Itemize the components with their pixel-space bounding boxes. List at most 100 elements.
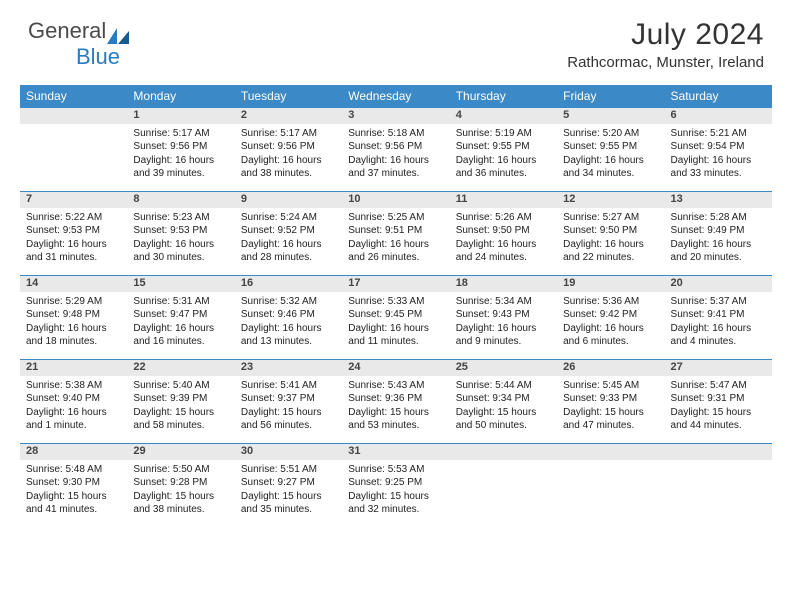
day-details: Sunrise: 5:26 AMSunset: 9:50 PMDaylight:… [456,211,551,265]
brand-name-part2: Blue [76,44,120,69]
day-cell: Sunrise: 5:51 AMSunset: 9:27 PMDaylight:… [235,460,342,528]
day-header: Monday [127,85,234,108]
day-number [20,108,127,124]
week-content-row: Sunrise: 5:17 AMSunset: 9:56 PMDaylight:… [20,124,772,192]
day-cell: Sunrise: 5:34 AMSunset: 9:43 PMDaylight:… [450,292,557,360]
day-number: 28 [20,444,127,460]
title-block: July 2024 Rathcormac, Munster, Ireland [567,18,764,71]
day-number: 20 [665,276,772,292]
week-daynum-row: 14151617181920 [20,276,772,292]
month-title: July 2024 [567,18,764,52]
day-details: Sunrise: 5:27 AMSunset: 9:50 PMDaylight:… [563,211,658,265]
day-number: 12 [557,192,664,208]
day-cell: Sunrise: 5:18 AMSunset: 9:56 PMDaylight:… [342,124,449,192]
day-headers-row: SundayMondayTuesdayWednesdayThursdayFrid… [20,85,772,108]
day-cell: Sunrise: 5:26 AMSunset: 9:50 PMDaylight:… [450,208,557,276]
week-daynum-row: 21222324252627 [20,360,772,376]
brand-name-part1: General [28,18,106,44]
day-cell: Sunrise: 5:31 AMSunset: 9:47 PMDaylight:… [127,292,234,360]
day-details: Sunrise: 5:43 AMSunset: 9:36 PMDaylight:… [348,379,443,433]
day-cell: Sunrise: 5:37 AMSunset: 9:41 PMDaylight:… [665,292,772,360]
day-details: Sunrise: 5:31 AMSunset: 9:47 PMDaylight:… [133,295,228,349]
day-details: Sunrise: 5:25 AMSunset: 9:51 PMDaylight:… [348,211,443,265]
day-number: 8 [127,192,234,208]
day-details: Sunrise: 5:19 AMSunset: 9:55 PMDaylight:… [456,127,551,181]
day-cell: Sunrise: 5:27 AMSunset: 9:50 PMDaylight:… [557,208,664,276]
day-details: Sunrise: 5:21 AMSunset: 9:54 PMDaylight:… [671,127,766,181]
week-daynum-row: 123456 [20,108,772,124]
day-number: 17 [342,276,449,292]
day-cell: Sunrise: 5:21 AMSunset: 9:54 PMDaylight:… [665,124,772,192]
day-cell: Sunrise: 5:25 AMSunset: 9:51 PMDaylight:… [342,208,449,276]
day-details: Sunrise: 5:17 AMSunset: 9:56 PMDaylight:… [241,127,336,181]
day-number: 6 [665,108,772,124]
day-details: Sunrise: 5:40 AMSunset: 9:39 PMDaylight:… [133,379,228,433]
day-details: Sunrise: 5:33 AMSunset: 9:45 PMDaylight:… [348,295,443,349]
week-content-row: Sunrise: 5:48 AMSunset: 9:30 PMDaylight:… [20,460,772,528]
day-cell: Sunrise: 5:20 AMSunset: 9:55 PMDaylight:… [557,124,664,192]
day-details: Sunrise: 5:29 AMSunset: 9:48 PMDaylight:… [26,295,121,349]
day-cell [665,460,772,528]
day-number: 7 [20,192,127,208]
day-cell: Sunrise: 5:38 AMSunset: 9:40 PMDaylight:… [20,376,127,444]
day-details: Sunrise: 5:22 AMSunset: 9:53 PMDaylight:… [26,211,121,265]
day-number: 31 [342,444,449,460]
day-number: 4 [450,108,557,124]
day-cell [20,124,127,192]
day-cell: Sunrise: 5:32 AMSunset: 9:46 PMDaylight:… [235,292,342,360]
week-content-row: Sunrise: 5:22 AMSunset: 9:53 PMDaylight:… [20,208,772,276]
day-cell: Sunrise: 5:36 AMSunset: 9:42 PMDaylight:… [557,292,664,360]
day-number: 9 [235,192,342,208]
day-cell: Sunrise: 5:45 AMSunset: 9:33 PMDaylight:… [557,376,664,444]
day-number: 27 [665,360,772,376]
day-number: 1 [127,108,234,124]
day-number: 11 [450,192,557,208]
day-number: 14 [20,276,127,292]
day-cell: Sunrise: 5:29 AMSunset: 9:48 PMDaylight:… [20,292,127,360]
day-details: Sunrise: 5:48 AMSunset: 9:30 PMDaylight:… [26,463,121,517]
day-details: Sunrise: 5:17 AMSunset: 9:56 PMDaylight:… [133,127,228,181]
day-details: Sunrise: 5:20 AMSunset: 9:55 PMDaylight:… [563,127,658,181]
day-cell: Sunrise: 5:24 AMSunset: 9:52 PMDaylight:… [235,208,342,276]
day-details: Sunrise: 5:36 AMSunset: 9:42 PMDaylight:… [563,295,658,349]
day-header: Friday [557,85,664,108]
week-content-row: Sunrise: 5:38 AMSunset: 9:40 PMDaylight:… [20,376,772,444]
day-number: 23 [235,360,342,376]
day-cell: Sunrise: 5:17 AMSunset: 9:56 PMDaylight:… [235,124,342,192]
day-cell: Sunrise: 5:50 AMSunset: 9:28 PMDaylight:… [127,460,234,528]
header: GeneralBlue July 2024 Rathcormac, Munste… [0,0,792,77]
day-number: 19 [557,276,664,292]
day-cell: Sunrise: 5:48 AMSunset: 9:30 PMDaylight:… [20,460,127,528]
day-cell: Sunrise: 5:22 AMSunset: 9:53 PMDaylight:… [20,208,127,276]
day-details: Sunrise: 5:38 AMSunset: 9:40 PMDaylight:… [26,379,121,433]
sail-icon [107,28,129,44]
day-header: Sunday [20,85,127,108]
day-number: 30 [235,444,342,460]
day-number [665,444,772,460]
day-number: 22 [127,360,234,376]
day-cell: Sunrise: 5:23 AMSunset: 9:53 PMDaylight:… [127,208,234,276]
day-details: Sunrise: 5:37 AMSunset: 9:41 PMDaylight:… [671,295,766,349]
day-details: Sunrise: 5:28 AMSunset: 9:49 PMDaylight:… [671,211,766,265]
day-number: 13 [665,192,772,208]
location: Rathcormac, Munster, Ireland [567,54,764,71]
day-number [450,444,557,460]
day-details: Sunrise: 5:51 AMSunset: 9:27 PMDaylight:… [241,463,336,517]
day-cell: Sunrise: 5:44 AMSunset: 9:34 PMDaylight:… [450,376,557,444]
day-details: Sunrise: 5:41 AMSunset: 9:37 PMDaylight:… [241,379,336,433]
day-cell [557,460,664,528]
day-details: Sunrise: 5:23 AMSunset: 9:53 PMDaylight:… [133,211,228,265]
day-header: Thursday [450,85,557,108]
day-details: Sunrise: 5:24 AMSunset: 9:52 PMDaylight:… [241,211,336,265]
week-daynum-row: 28293031 [20,444,772,460]
day-number: 16 [235,276,342,292]
day-number: 26 [557,360,664,376]
brand-logo: GeneralBlue [28,18,129,70]
day-details: Sunrise: 5:44 AMSunset: 9:34 PMDaylight:… [456,379,551,433]
day-details: Sunrise: 5:53 AMSunset: 9:25 PMDaylight:… [348,463,443,517]
day-number: 15 [127,276,234,292]
day-header: Saturday [665,85,772,108]
day-cell: Sunrise: 5:28 AMSunset: 9:49 PMDaylight:… [665,208,772,276]
day-number: 25 [450,360,557,376]
day-details: Sunrise: 5:34 AMSunset: 9:43 PMDaylight:… [456,295,551,349]
